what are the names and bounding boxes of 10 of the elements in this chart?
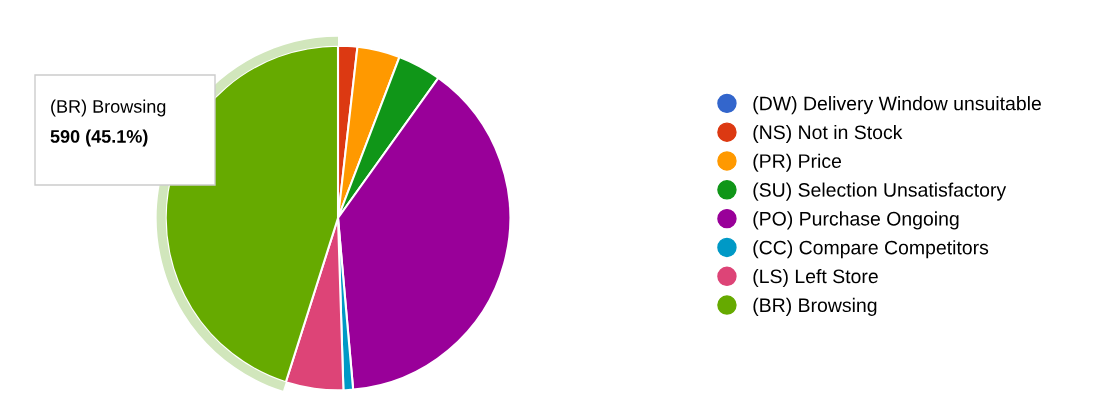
legend-label: (LS) Left Store bbox=[753, 268, 878, 288]
legend-label: (SU) Selection Unsatisfactory bbox=[753, 182, 1007, 201]
legend-label: (PR) Price bbox=[753, 153, 842, 172]
legend-label: (DW) Delivery Window unsuitable bbox=[753, 96, 1041, 115]
legend-label: (NS) Not in Stock bbox=[753, 124, 903, 143]
legend-label: (CC) Compare Competitors bbox=[753, 240, 989, 259]
text: (BR) Browsing bbox=[51, 99, 166, 117]
text: 590 (45.1%) bbox=[50, 129, 148, 147]
legend-label: (BR) Browsing bbox=[753, 297, 877, 316]
legend-label: (PO) Purchase Ongoing bbox=[753, 211, 959, 230]
